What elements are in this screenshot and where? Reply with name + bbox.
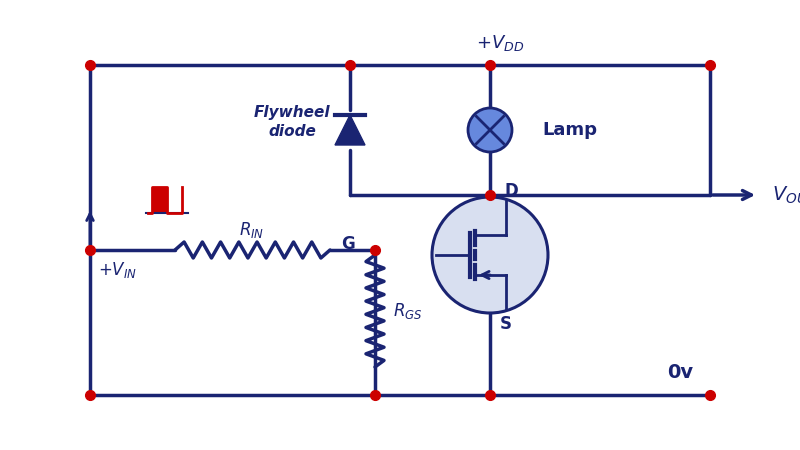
Polygon shape — [335, 115, 365, 145]
Text: Lamp: Lamp — [542, 121, 597, 139]
Text: D: D — [504, 182, 518, 200]
Text: 0v: 0v — [667, 364, 693, 382]
Text: $+V_{DD}$: $+V_{DD}$ — [476, 33, 524, 53]
Text: G: G — [342, 235, 355, 253]
Bar — [152, 187, 167, 213]
Text: $R_{GS}$: $R_{GS}$ — [393, 301, 422, 321]
Text: Flywheel: Flywheel — [254, 104, 330, 120]
Circle shape — [468, 108, 512, 152]
Text: $+V_{IN}$: $+V_{IN}$ — [98, 260, 137, 280]
Text: $V_{OUT}$: $V_{OUT}$ — [772, 184, 800, 206]
Text: S: S — [500, 315, 512, 333]
Text: $R_{IN}$: $R_{IN}$ — [239, 220, 265, 240]
Text: diode: diode — [268, 125, 316, 140]
Circle shape — [432, 197, 548, 313]
